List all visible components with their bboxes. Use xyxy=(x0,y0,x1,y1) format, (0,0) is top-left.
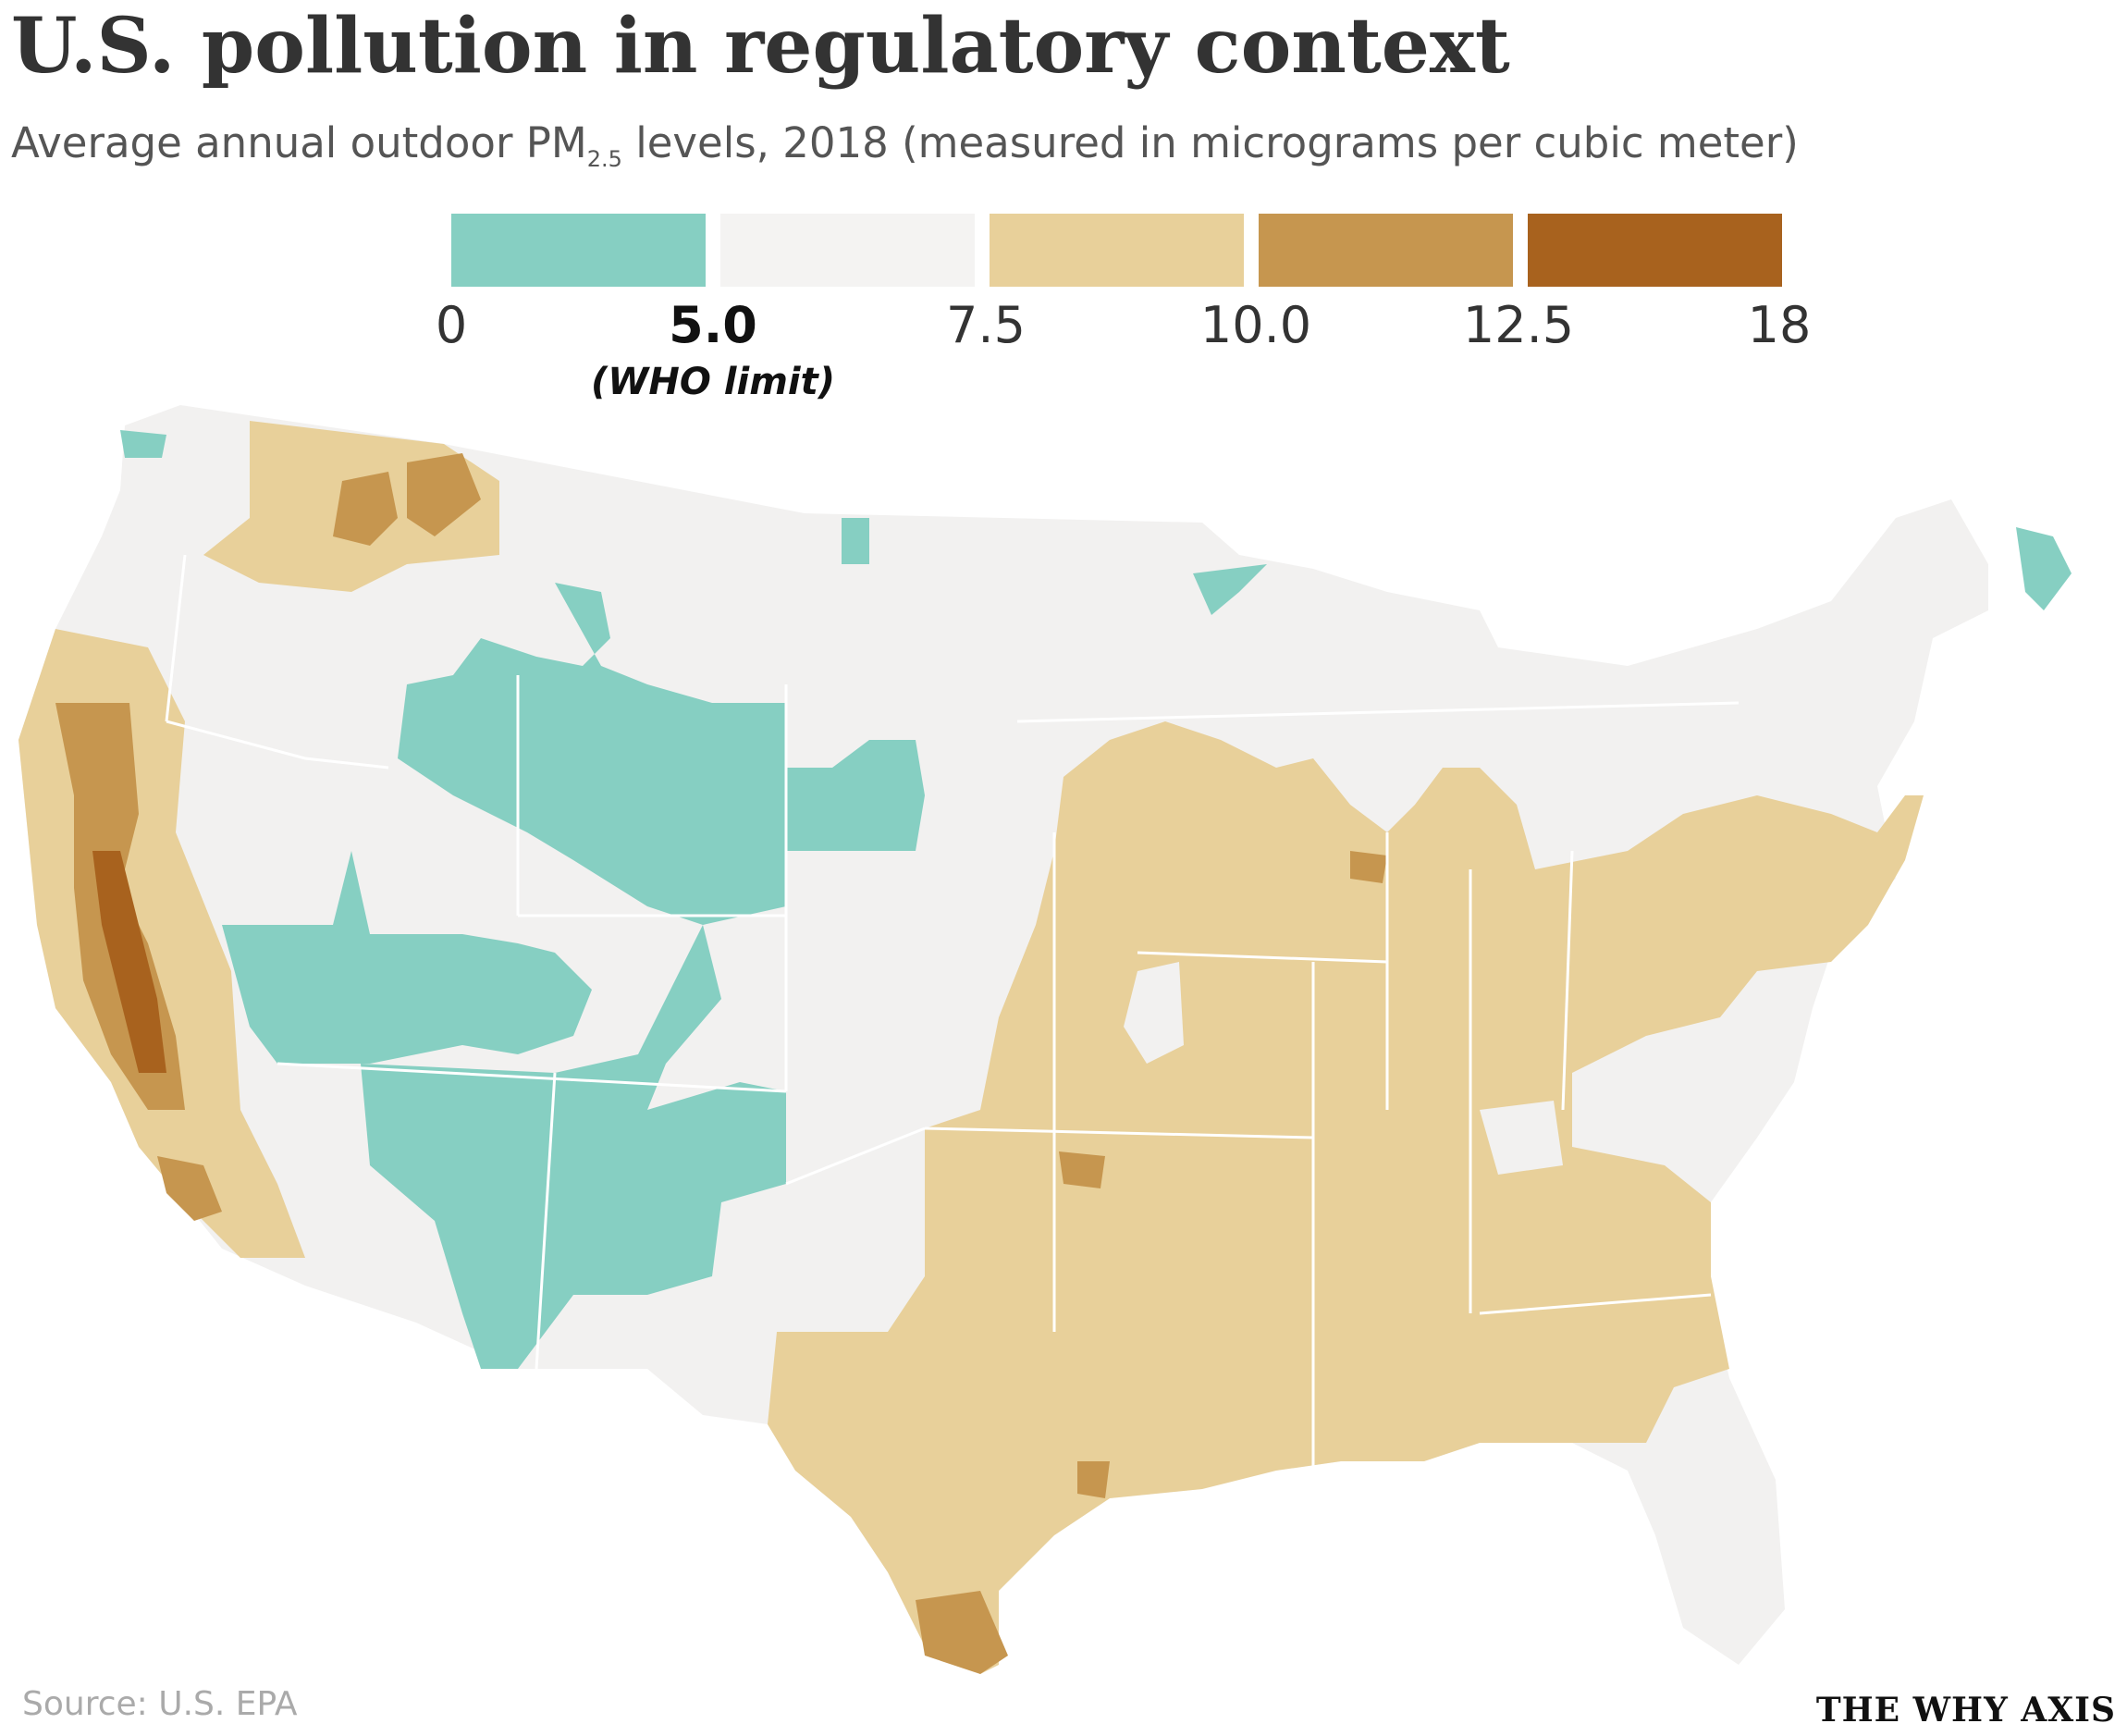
subtitle-subscript: 2.5 xyxy=(586,146,622,172)
region-appalachia-gap xyxy=(1480,1101,1563,1175)
legend-tick-18: 18 xyxy=(1747,296,1812,354)
brand-logo: THE WHY AXIS xyxy=(1815,1691,2116,1730)
region-olympic xyxy=(120,430,166,458)
region-chicago-high xyxy=(1350,851,1387,883)
region-la-basin xyxy=(157,1156,222,1221)
legend-tick-5: 5.0 xyxy=(669,296,757,354)
chart-title: U.S. pollution in regulatory context xyxy=(11,2,1510,91)
region-western-montana-high xyxy=(407,453,481,536)
legend-tick-12-5: 12.5 xyxy=(1462,296,1575,354)
legend-bin-2 xyxy=(720,214,975,287)
subtitle-main: Average annual outdoor PM xyxy=(11,118,587,167)
legend-tick-7-5: 7.5 xyxy=(946,296,1026,354)
source-note: Source: U.S. EPA xyxy=(22,1685,298,1723)
us-map xyxy=(18,405,2072,1674)
region-missouri-gap xyxy=(1124,962,1184,1064)
region-texas-south-high xyxy=(916,1591,1008,1674)
region-san-joaquin xyxy=(92,851,166,1073)
legend-bin-4 xyxy=(1259,214,1513,287)
who-limit-note: (WHO limit) xyxy=(590,361,836,403)
region-four-corners xyxy=(361,925,786,1369)
region-houston-high xyxy=(1077,1461,1110,1498)
legend-bin-1 xyxy=(451,214,706,287)
legend-bin-5 xyxy=(1528,214,1782,287)
legend-tick-0: 0 xyxy=(435,296,468,354)
region-lake-superior-shore xyxy=(1193,564,1267,615)
legend-tick-10: 10.0 xyxy=(1199,296,1312,354)
region-northern-maine xyxy=(2016,527,2072,610)
region-great-basin xyxy=(222,851,592,1064)
region-northern-rockies xyxy=(398,583,925,925)
region-midwest-south xyxy=(768,721,1924,1674)
region-north-dakota-spot xyxy=(842,518,869,564)
legend-bin-3 xyxy=(990,214,1244,287)
subtitle-rest: levels, 2018 (measured in micrograms per… xyxy=(621,118,1799,167)
chart-subtitle: Average annual outdoor PM2.5 levels, 201… xyxy=(11,118,1799,172)
region-st-louis-high xyxy=(1059,1151,1105,1188)
region-northern-idaho-high xyxy=(333,472,398,546)
state-borders xyxy=(165,554,1740,1480)
